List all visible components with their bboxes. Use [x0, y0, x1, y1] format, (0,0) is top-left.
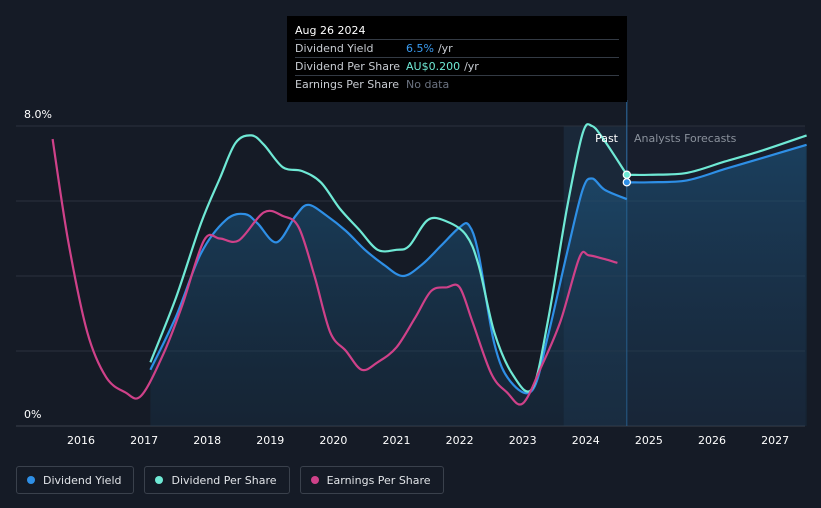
- legend-label: Dividend Per Share: [171, 473, 277, 487]
- tooltip-value: 6.5%: [406, 42, 434, 55]
- tooltip-value: No data: [406, 78, 450, 91]
- tooltip-row-dividend-yield: Dividend Yield 6.5% /yr: [295, 39, 619, 57]
- y-label-max: 8.0%: [24, 108, 52, 121]
- x-tick-label: 2021: [383, 434, 411, 447]
- legend-label: Earnings Per Share: [326, 473, 431, 487]
- past-label: Past: [595, 132, 619, 145]
- dividend-yield-area: [150, 178, 627, 426]
- dividend-yield-present-marker: [622, 178, 632, 187]
- x-tick-label: 2025: [635, 434, 663, 447]
- x-tick-label: 2020: [319, 434, 347, 447]
- tooltip-label: Earnings Per Share: [295, 78, 400, 91]
- x-tick-label: 2018: [193, 434, 221, 447]
- legend-earnings-per-share[interactable]: Earnings Per Share: [299, 466, 444, 494]
- legend-dot-icon: [310, 476, 319, 484]
- tooltip-date-text: Aug 26 2024: [295, 24, 366, 37]
- tooltip-unit: /yr: [464, 60, 479, 73]
- tooltip-label: Dividend Yield: [295, 42, 374, 55]
- x-tick-label: 2024: [572, 434, 600, 447]
- tooltip-label: Dividend Per Share: [295, 60, 401, 73]
- dividend-yield-line: [149, 177, 628, 395]
- x-tick-label: 2017: [130, 434, 158, 447]
- x-tick-label: 2016: [67, 434, 95, 447]
- dividend-per-share-line: [149, 123, 628, 393]
- dividend-yield-forecast-line: [626, 143, 807, 184]
- tooltip-unit: /yr: [437, 42, 453, 55]
- tooltip-row-dividend-per-share: Dividend Per Share AU$0.200 /yr: [295, 57, 619, 75]
- chart-tooltip: Aug 26 2024 Dividend Yield 6.5% /yr Divi…: [287, 16, 627, 102]
- y-label-min: 0%: [24, 408, 41, 421]
- chart-legend: Dividend Yield Dividend Per Share Earnin…: [16, 466, 444, 494]
- tooltip-row-earnings-per-share: Earnings Per Share No data: [295, 75, 619, 93]
- tooltip-date: Aug 26 2024: [295, 22, 619, 39]
- dividend-per-share-forecast-line: [626, 134, 807, 177]
- legend-dot-icon: [27, 476, 35, 484]
- x-tick-label: 2022: [446, 434, 474, 447]
- dividend-per-share-present-marker: [622, 170, 632, 179]
- forecast-label: Analysts Forecasts: [634, 132, 737, 145]
- dividend-yield-forecast-area: [626, 144, 807, 427]
- legend-label: Dividend Yield: [43, 473, 122, 487]
- x-tick-label: 2027: [761, 434, 789, 447]
- legend-dividend-yield[interactable]: Dividend Yield: [16, 466, 135, 494]
- x-tick-label: 2023: [509, 434, 537, 447]
- x-tick-label: 2019: [256, 434, 284, 447]
- legend-dividend-per-share[interactable]: Dividend Per Share: [144, 466, 290, 494]
- legend-dot-icon: [155, 476, 164, 484]
- earnings-per-share-line: [51, 138, 618, 406]
- tooltip-value: AU$0.200: [406, 60, 461, 73]
- x-tick-label: 2026: [698, 434, 726, 447]
